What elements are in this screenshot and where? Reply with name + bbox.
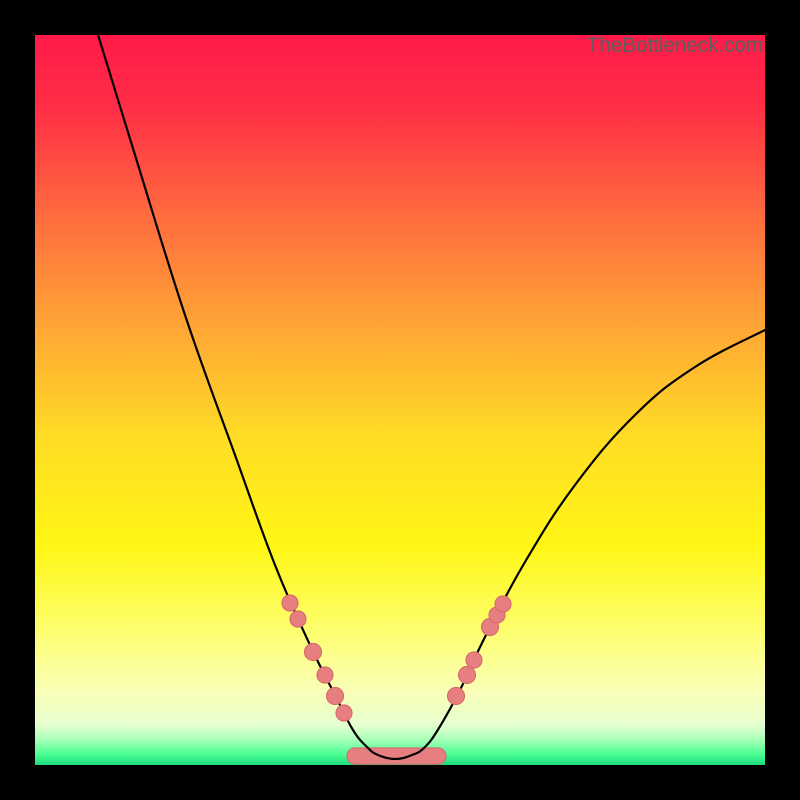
bottom-track xyxy=(347,748,446,764)
bead xyxy=(495,596,511,612)
watermark-text: TheBottleneck.com xyxy=(587,34,763,58)
bead xyxy=(317,667,333,683)
bead xyxy=(336,705,352,721)
curve-layer xyxy=(35,35,765,765)
bead xyxy=(327,688,344,705)
bead xyxy=(282,595,298,611)
chart-stage: TheBottleneck.com xyxy=(0,0,800,800)
bead xyxy=(290,611,306,627)
plot-area: TheBottleneck.com xyxy=(35,35,765,765)
bead xyxy=(448,688,465,705)
bead xyxy=(459,667,476,684)
bead xyxy=(305,644,322,661)
bead xyxy=(466,652,482,668)
v-curve xyxy=(95,35,765,759)
